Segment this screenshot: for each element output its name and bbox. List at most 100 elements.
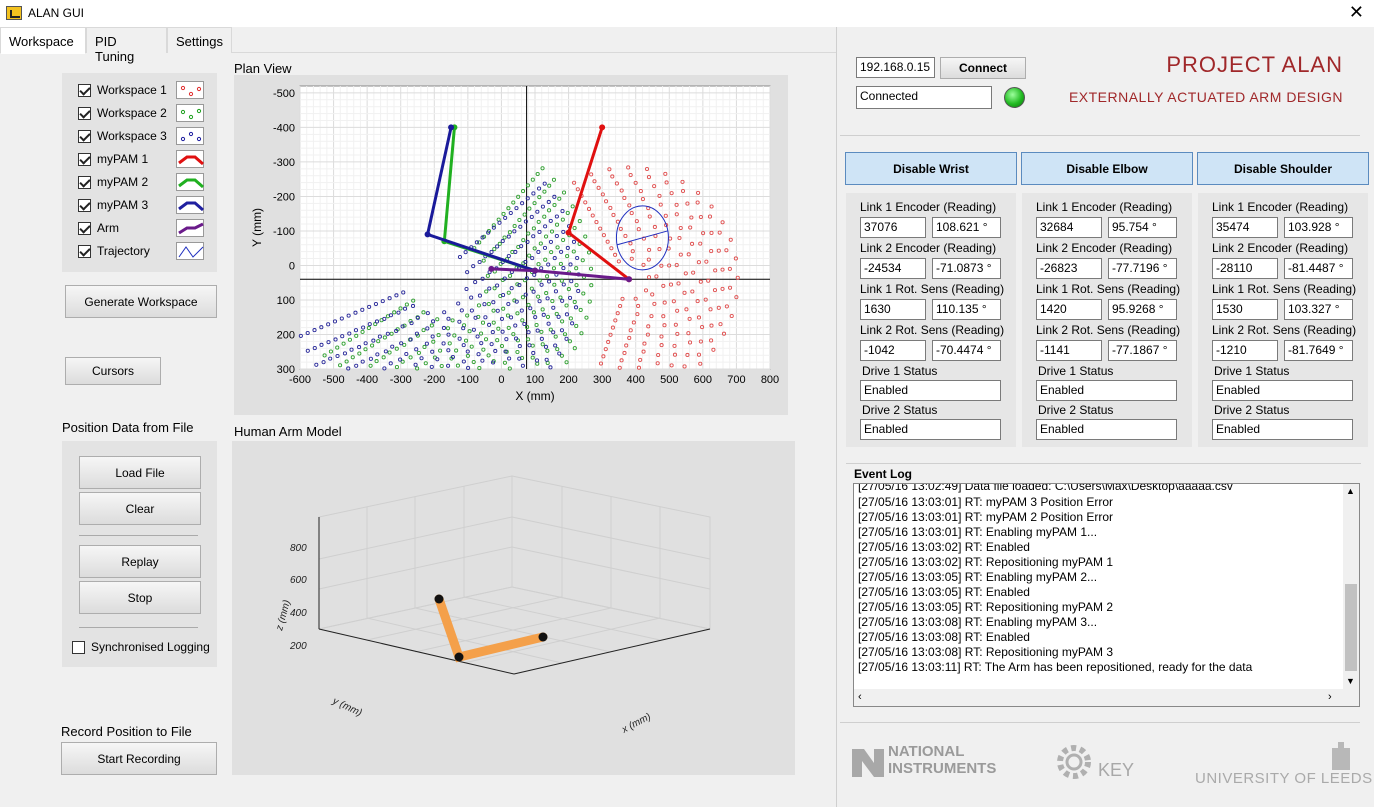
workspace-1-point [640, 197, 645, 202]
clear-button[interactable]: Clear [79, 492, 201, 525]
tab-settings[interactable]: Settings [167, 27, 232, 53]
event-log[interactable]: [27/05/16 13:02:49] Data file loaded: C:… [853, 483, 1360, 707]
swatch-dots-red-icon[interactable] [176, 81, 204, 99]
x-tick-label: 500 [660, 374, 678, 386]
swatch-dots-green-icon[interactable] [176, 104, 204, 122]
workspace-1-point [605, 239, 610, 244]
ip-address-field[interactable]: 192.168.0.15 [856, 57, 935, 78]
divider [840, 722, 1360, 723]
workspace-1-point [635, 312, 640, 317]
horizontal-scrollbar[interactable]: ‹ › [854, 689, 1359, 706]
checkbox[interactable] [78, 83, 91, 97]
replay-button[interactable]: Replay [79, 545, 201, 578]
y-tick-label: -300 [273, 157, 295, 169]
swatch-dots-blue-icon[interactable] [176, 127, 204, 145]
workspace-3-point [504, 337, 509, 342]
workspace-2-point [508, 273, 513, 278]
legend-item[interactable]: Arm [78, 219, 119, 237]
workspace-3-point [546, 199, 551, 205]
workspace-1-point [641, 349, 646, 354]
workspace-2-point [566, 287, 571, 292]
workspace-2-point [543, 257, 548, 262]
stop-button[interactable]: Stop [79, 581, 201, 614]
legend-item[interactable]: myPAM 1 [78, 150, 148, 168]
workspace-3-point [548, 218, 553, 223]
scroll-right-icon[interactable]: › [1328, 691, 1332, 703]
workspace-3-point [509, 315, 514, 320]
disable-shoulder-button[interactable]: Disable Shoulder [1197, 152, 1369, 185]
swatch-line-purple-icon[interactable] [176, 219, 204, 237]
checkbox[interactable] [78, 198, 91, 212]
workspace-1-point [685, 352, 690, 358]
close-icon[interactable]: ✕ [1348, 2, 1364, 23]
generate-workspace-button[interactable]: Generate Workspace [65, 285, 217, 318]
workspace-3-point [429, 364, 434, 369]
workspace-1-point [686, 331, 691, 336]
disable-wrist-button[interactable]: Disable Wrist [845, 152, 1017, 185]
workspace-3-point [556, 314, 561, 319]
legend-item[interactable]: Workspace 1 [78, 81, 167, 99]
workspace-2-point [511, 332, 516, 337]
workspace-3-point [319, 342, 324, 347]
legend-item[interactable]: Trajectory [78, 242, 150, 260]
workspace-1-point [691, 270, 696, 275]
workspace-2-point [553, 334, 558, 339]
connect-button[interactable]: Connect [940, 57, 1026, 79]
vertical-scrollbar[interactable]: ▲ ▼ [1343, 484, 1359, 690]
workspace-1-point [716, 248, 721, 253]
workspace-1-point [712, 288, 718, 293]
workspace-2-point [447, 341, 452, 346]
project-title: PROJECT ALAN [1166, 52, 1343, 77]
workspace-1-point [646, 324, 651, 329]
plan-view-chart[interactable]: -600 -500 -400 -300 -200 -100 0 100 200 300 400 500… [234, 75, 788, 415]
synchronised-logging-toggle[interactable]: Synchronised Logging [72, 638, 210, 656]
disable-elbow-button[interactable]: Disable Elbow [1021, 152, 1193, 185]
load-file-button[interactable]: Load File [79, 456, 201, 489]
checkbox[interactable] [78, 244, 91, 258]
swatch-line-blue-icon[interactable] [176, 196, 204, 214]
legend-item[interactable]: Workspace 3 [78, 127, 167, 145]
checkbox[interactable] [78, 152, 91, 166]
arm-model-panel: 800 600 400 200 z (mm) y (mm) x (mm) [232, 441, 795, 775]
workspace-2-point [520, 189, 526, 194]
workspace-3-point [529, 214, 534, 219]
scroll-down-icon[interactable]: ▼ [1346, 676, 1355, 686]
plan-view-title: Plan View [234, 61, 292, 76]
workspace-3-point [425, 311, 430, 316]
checkbox[interactable] [78, 129, 91, 143]
tab-pid-tuning[interactable]: PID Tuning [86, 27, 167, 64]
workspace-1-point [636, 303, 641, 309]
workspace-3-point [373, 301, 378, 307]
scroll-left-icon[interactable]: ‹ [858, 691, 862, 703]
workspace-3-point [528, 306, 533, 311]
workspace-1-point [638, 189, 643, 194]
legend-item[interactable]: myPAM 2 [78, 173, 148, 191]
shoulder-panel: Link 1 Encoder (Reading) 35474 103.928 °… [1198, 193, 1368, 447]
workspace-3-point [500, 239, 505, 244]
workspace-3-point [340, 334, 345, 339]
link2-encoder-raw: -28110 [1212, 258, 1278, 279]
checkbox[interactable] [72, 640, 85, 654]
scrollbar-thumb[interactable] [1345, 584, 1357, 671]
workspace-3-point [514, 299, 519, 304]
arm-model-3d-plot[interactable]: 800 600 400 200 z (mm) y (mm) x (mm) [232, 441, 795, 775]
start-recording-button[interactable]: Start Recording [61, 742, 217, 775]
legend-item[interactable]: Workspace 2 [78, 104, 167, 122]
workspace-1-point [652, 184, 657, 189]
workspace-1-point [607, 167, 612, 172]
checkbox[interactable] [78, 175, 91, 189]
ni-logo: NATIONAL INSTRUMENTS [888, 743, 997, 777]
workspace-1-point [709, 249, 714, 254]
swatch-trajectory-icon[interactable] [176, 242, 204, 260]
legend-item[interactable]: myPAM 3 [78, 196, 148, 214]
checkbox[interactable] [78, 221, 91, 235]
cursors-button[interactable]: Cursors [65, 357, 161, 385]
tab-workspace[interactable]: Workspace [0, 27, 86, 54]
checkbox[interactable] [78, 106, 91, 120]
workspace-3-point [551, 305, 556, 310]
workspace-3-point [401, 290, 406, 295]
swatch-line-green-icon[interactable] [176, 173, 204, 191]
workspace-1-point [727, 285, 733, 290]
swatch-line-red-icon[interactable] [176, 150, 204, 168]
scroll-up-icon[interactable]: ▲ [1346, 486, 1355, 496]
